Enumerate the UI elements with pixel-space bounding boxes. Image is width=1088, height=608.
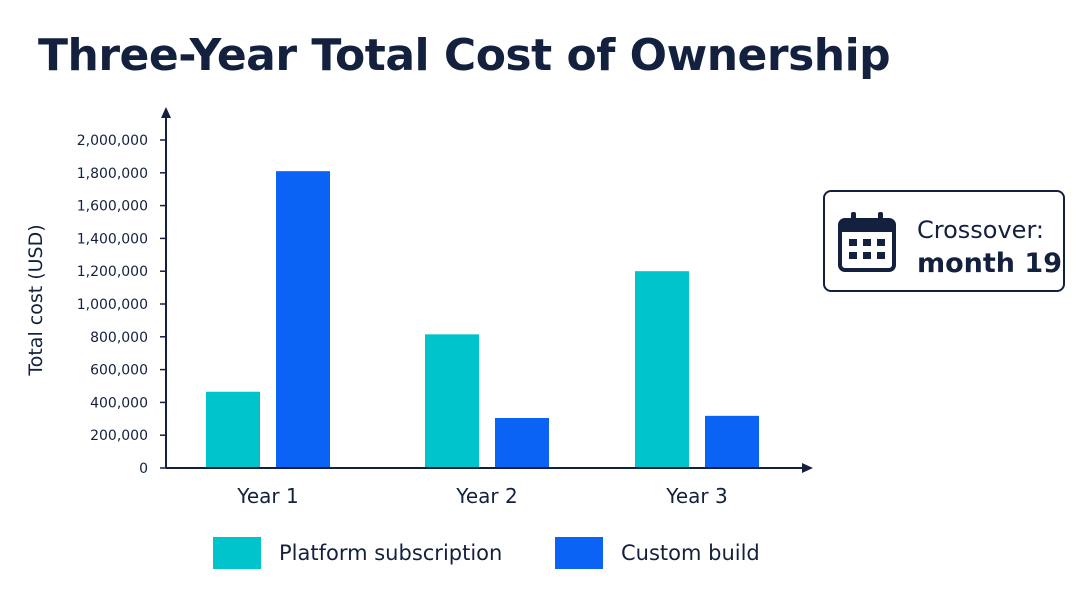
y-axis-ticks: 0 200,000 400,000 600,000 800,000 1,000,000 1,… (77, 133, 166, 477)
bar-custom-year-1 (276, 171, 330, 468)
callout-label: Crossover: (917, 216, 1044, 244)
bar-custom-year-2 (495, 417, 549, 468)
y-axis-label: Total cost (USD) (25, 224, 47, 376)
x-tick-label: Year 3 (665, 484, 727, 508)
legend-swatch-platform (213, 537, 261, 569)
legend-label-custom: Custom build (621, 541, 760, 565)
bar-platform-year-1 (206, 391, 260, 468)
y-axis-arrow (161, 107, 171, 118)
y-tick-label: 400,000 (90, 395, 148, 411)
x-axis-arrow (802, 463, 813, 473)
bar-platform-year-3 (635, 271, 689, 468)
y-tick-label: 1,000,000 (77, 297, 148, 313)
callout-value: month 19 (917, 248, 1063, 279)
y-tick-label: 800,000 (90, 330, 148, 346)
y-tick-label: 1,200,000 (77, 264, 148, 280)
y-tick-label: 1,600,000 (77, 199, 148, 215)
y-tick-label: 200,000 (90, 428, 148, 444)
legend-swatch-custom (555, 537, 603, 569)
calendar-icon (838, 212, 896, 272)
bars (206, 171, 759, 468)
x-tick-label: Year 2 (455, 484, 517, 508)
y-tick-label: 1,800,000 (77, 166, 148, 182)
crossover-callout: Crossover: month 19 (823, 190, 1065, 292)
bar-platform-year-2 (425, 334, 479, 468)
x-axis-ticks: Year 1 Year 2 Year 3 (236, 484, 727, 508)
x-tick-label: Year 1 (236, 484, 298, 508)
y-tick-label: 2,000,000 (77, 133, 148, 149)
y-tick-label: 1,400,000 (77, 231, 148, 247)
chart-title: Three-Year Total Cost of Ownership (38, 30, 891, 81)
legend-label-platform: Platform subscription (279, 541, 503, 565)
bar-custom-year-3 (705, 415, 759, 468)
y-tick-label: 600,000 (90, 363, 148, 379)
y-tick-label: 0 (139, 461, 148, 477)
